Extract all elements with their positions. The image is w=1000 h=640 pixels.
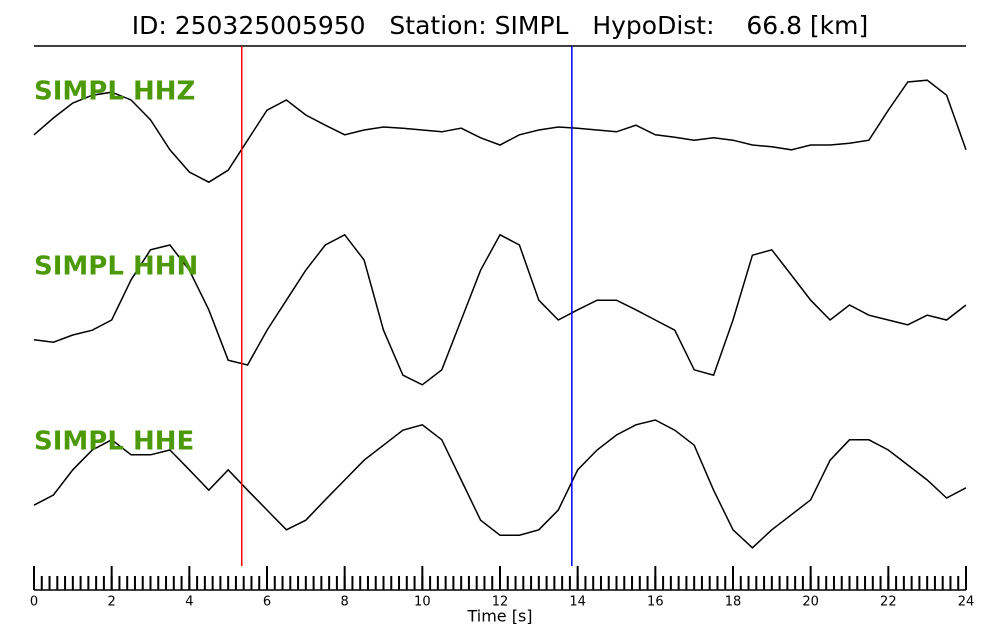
x-tick-label: 24 bbox=[958, 595, 975, 610]
trace bbox=[33, 79, 967, 184]
x-tick-label: 20 bbox=[802, 595, 819, 610]
x-tick-label: 10 bbox=[414, 595, 431, 610]
x-tick-label: 18 bbox=[725, 595, 742, 610]
x-tick-label: 22 bbox=[880, 595, 897, 610]
chart-title: ID: 250325005950 Station: SIMPL HypoDist… bbox=[132, 11, 869, 40]
x-tick-label: 8 bbox=[341, 595, 349, 610]
x-tick-label: 4 bbox=[185, 595, 193, 610]
x-tick-label: 14 bbox=[569, 595, 586, 610]
trace-label: SIMPL HHZ bbox=[34, 77, 195, 107]
x-tick-label: 12 bbox=[492, 595, 509, 610]
x-tick-label: 0 bbox=[30, 595, 38, 610]
x-tick-label: 16 bbox=[647, 595, 664, 610]
trace-label: SIMPL HHE bbox=[34, 427, 194, 457]
trace-label: SIMPL HHN bbox=[34, 252, 198, 282]
trace bbox=[33, 233, 967, 386]
x-tick-label: 6 bbox=[263, 595, 271, 610]
x-tick-label: 2 bbox=[108, 595, 116, 610]
trace bbox=[33, 419, 967, 549]
x-axis-label: Time [s] bbox=[466, 607, 532, 626]
